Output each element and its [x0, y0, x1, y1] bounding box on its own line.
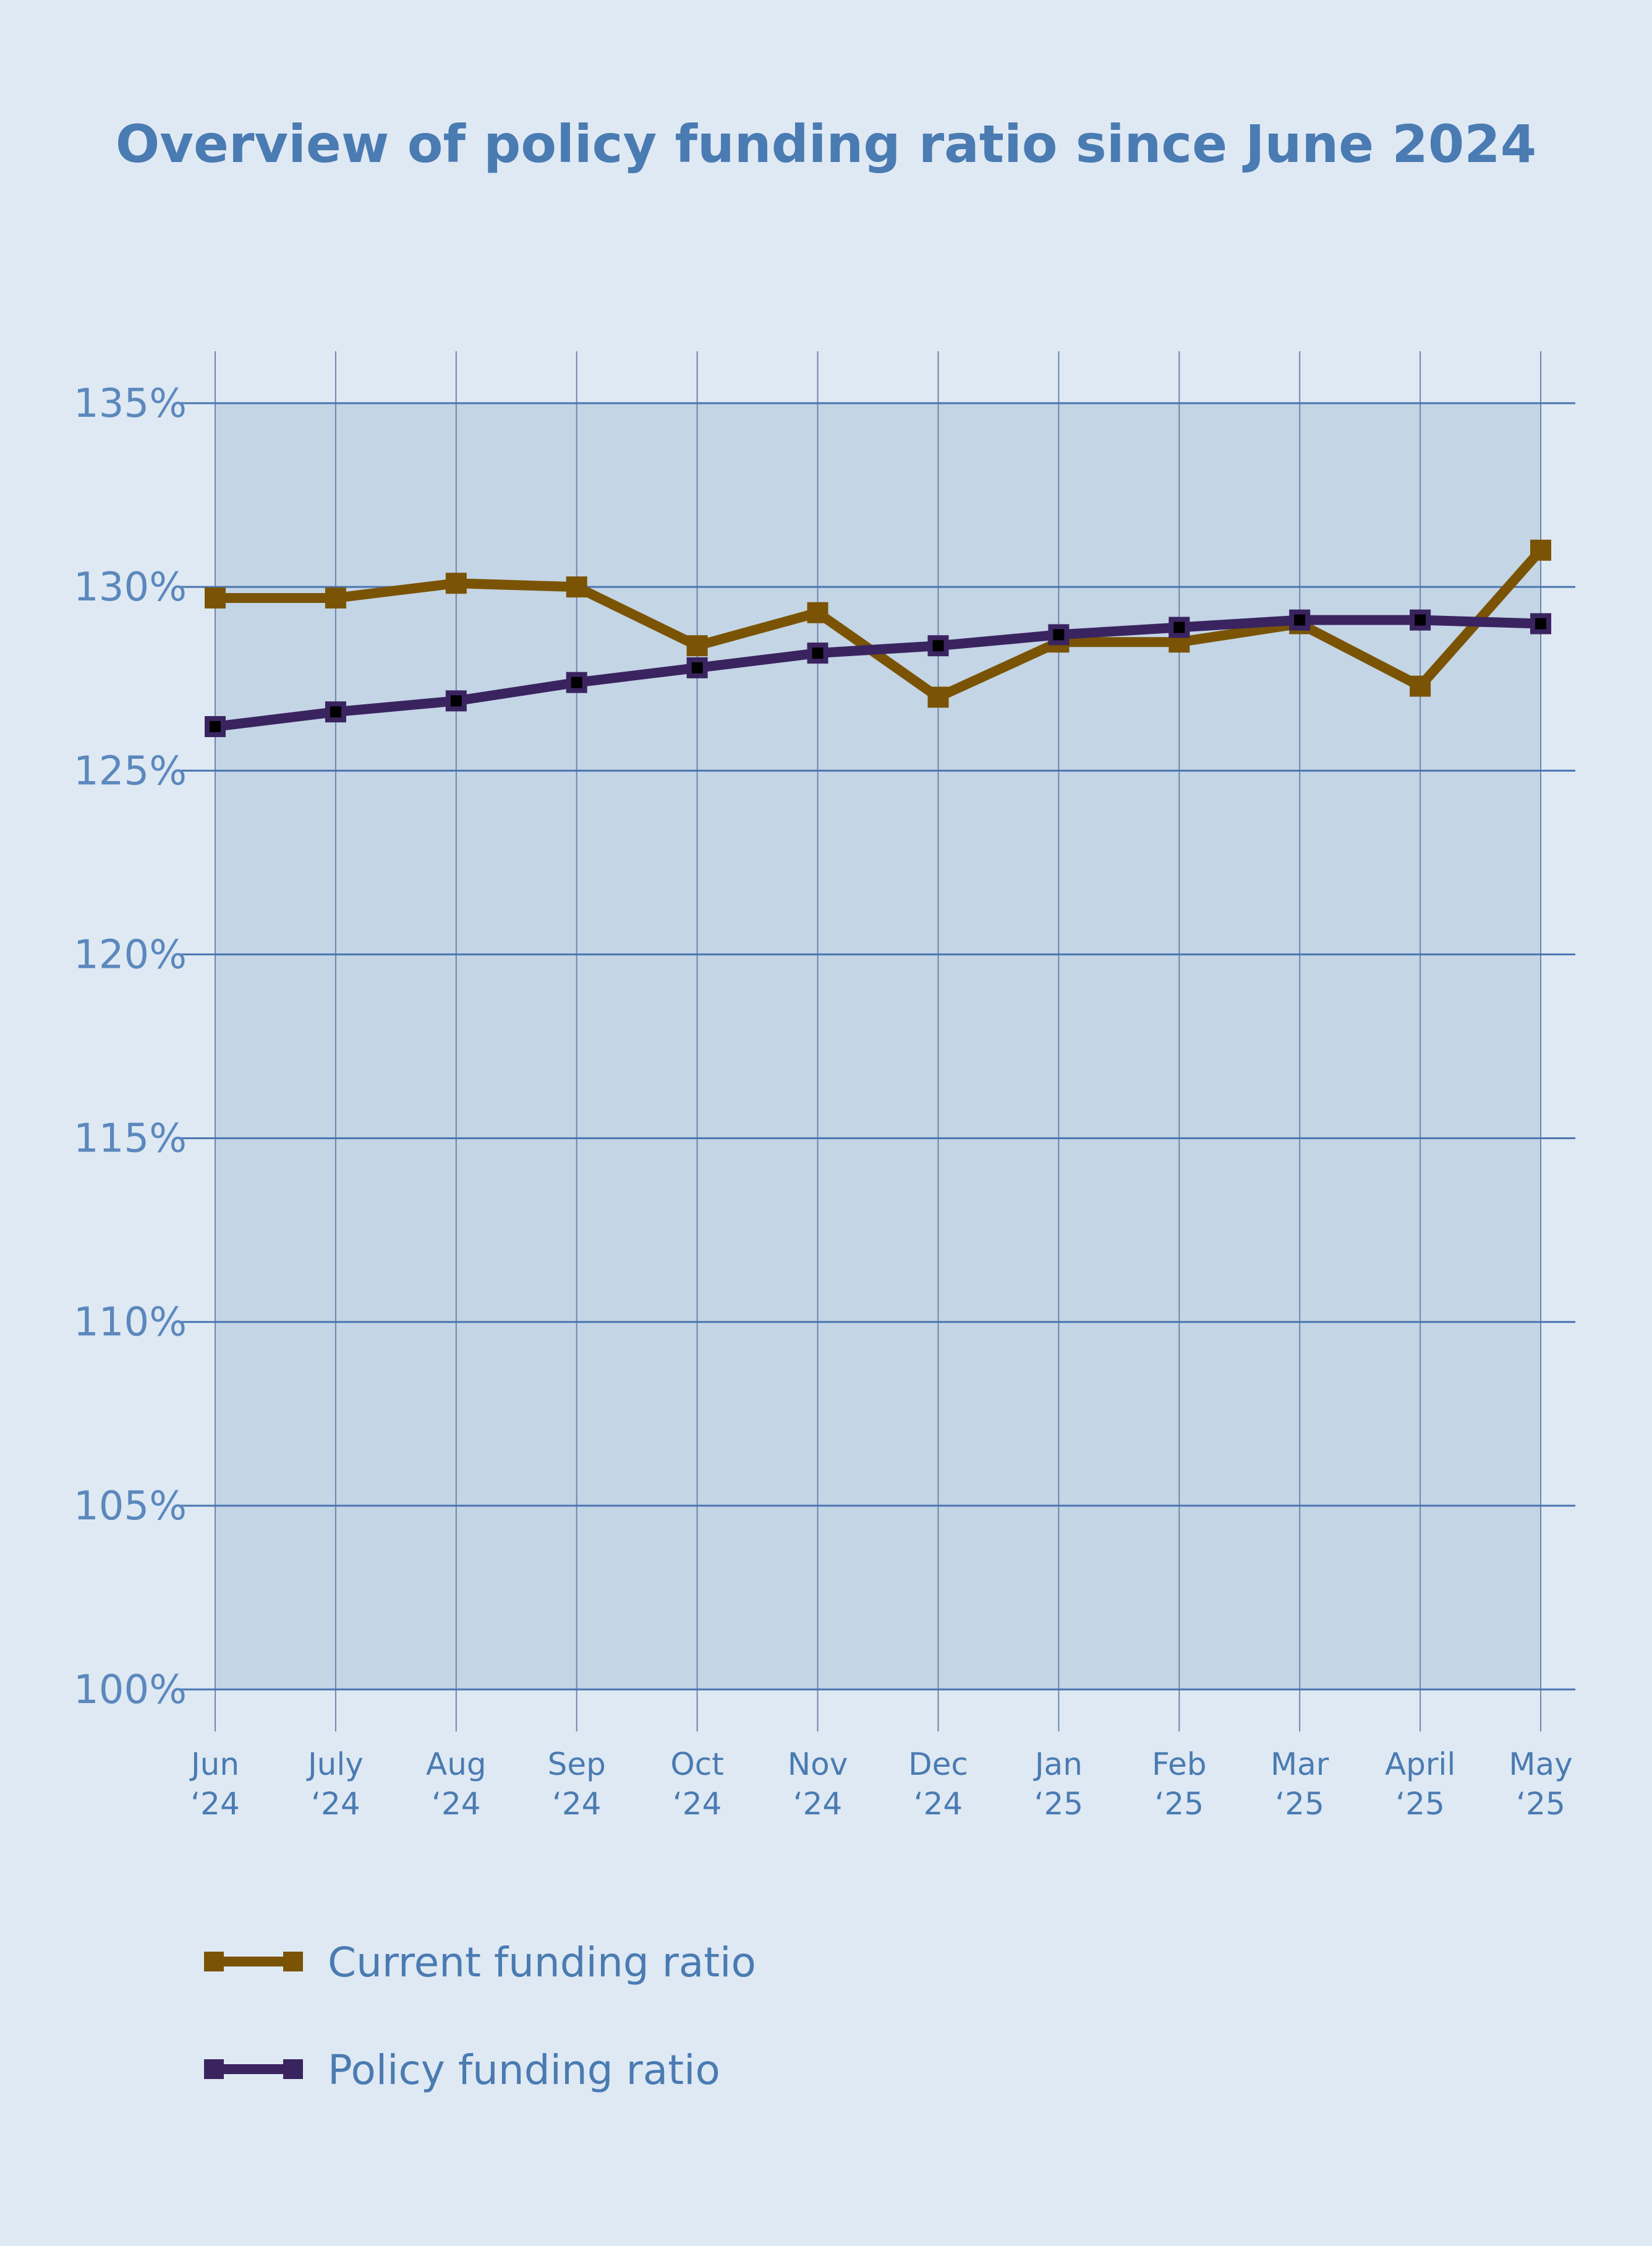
legend-label: Current funding ratio [328, 1939, 756, 1986]
x-tick-label: Sep ‘24 [548, 1746, 606, 1822]
x-tick-year: ‘25 [1395, 1786, 1445, 1822]
x-tick-month: Feb [1152, 1746, 1207, 1782]
x-tick-label: Jan ‘25 [1033, 1746, 1083, 1822]
y-tick-label: 125% [74, 748, 187, 794]
x-tick-year: ‘24 [793, 1786, 843, 1822]
x-tick-year: ‘24 [552, 1786, 602, 1822]
data-point [927, 686, 949, 708]
plot-area [215, 403, 1541, 1689]
x-tick-label: Nov ‘24 [788, 1746, 848, 1822]
series-layer [205, 539, 1551, 737]
x-tick-year: ‘24 [311, 1786, 360, 1822]
data-point [927, 635, 949, 657]
y-tick-label: 130% [74, 565, 187, 610]
x-tick-month: Nov [788, 1746, 848, 1782]
x-tick-label: Feb ‘25 [1152, 1746, 1207, 1822]
data-point [205, 715, 226, 737]
x-tick-label: Jun ‘24 [189, 1746, 240, 1822]
series-policy-funding-ratio [205, 609, 1551, 737]
grid [179, 351, 1575, 1731]
series-line [210, 615, 1546, 732]
x-tick-label: July ‘24 [306, 1746, 364, 1822]
x-axis-ticks: Jun‘24July‘24Aug‘24Sep‘24Oct‘24Nov‘24Dec… [189, 1746, 1573, 1822]
legend: Current funding ratio Policy funding rati… [204, 1939, 756, 2094]
data-point [1410, 609, 1431, 631]
x-tick-month: Jun [189, 1746, 239, 1782]
x-tick-year: ‘24 [914, 1786, 963, 1822]
data-point [445, 690, 467, 712]
legend-item: Current funding ratio [204, 1939, 756, 1986]
data-point [205, 587, 226, 608]
x-tick-month: Jan [1033, 1746, 1083, 1782]
legend-swatch-marker [204, 1952, 224, 1971]
y-tick-label: 120% [74, 932, 187, 978]
x-tick-year: ‘25 [1516, 1786, 1565, 1822]
x-tick-label: Oct ‘24 [670, 1746, 723, 1822]
x-tick-year: ‘24 [673, 1786, 722, 1822]
data-point [325, 587, 346, 608]
data-point [566, 672, 587, 693]
legend-swatch-marker [204, 2059, 224, 2079]
x-tick-month: April [1385, 1746, 1455, 1782]
data-point [1169, 617, 1190, 638]
legend-item: Policy funding ratio [204, 2046, 720, 2094]
data-point [445, 573, 467, 594]
data-point [807, 602, 828, 623]
x-tick-year: ‘24 [190, 1786, 240, 1822]
x-tick-month: Dec [908, 1746, 968, 1782]
x-tick-year: ‘25 [1275, 1786, 1324, 1822]
legend-swatch-marker [283, 1952, 303, 1971]
data-point [686, 635, 708, 657]
x-tick-month: Sep [548, 1746, 606, 1782]
data-point [566, 576, 587, 598]
y-axis-ticks: 100% 105% 110% 115% 120% 125% 130% 135% [74, 381, 187, 1713]
legend-label: Policy funding ratio [328, 2046, 720, 2094]
x-tick-month: July [306, 1746, 364, 1782]
y-tick-label: 100% [74, 1667, 187, 1713]
data-point [1530, 539, 1551, 561]
y-tick-label: 115% [74, 1116, 187, 1162]
data-point [325, 701, 346, 723]
x-tick-month: Aug [426, 1746, 487, 1782]
data-point [807, 643, 828, 664]
x-tick-month: Mar [1271, 1746, 1329, 1782]
x-tick-label: May ‘25 [1509, 1746, 1572, 1822]
y-tick-label: 105% [74, 1484, 187, 1529]
legend-swatch-marker [283, 2059, 303, 2079]
data-point [1530, 613, 1551, 634]
x-tick-month: Oct [670, 1746, 723, 1782]
chart-title: Overview of policy funding ratio since J… [116, 114, 1536, 174]
x-tick-year: ‘25 [1155, 1786, 1204, 1822]
data-point [1048, 624, 1070, 646]
x-tick-label: April ‘25 [1385, 1746, 1455, 1822]
x-tick-month: May [1509, 1746, 1572, 1782]
y-tick-label: 135% [74, 381, 187, 427]
x-tick-label: Dec ‘24 [908, 1746, 968, 1822]
data-point [1289, 609, 1311, 631]
x-tick-year: ‘24 [432, 1786, 481, 1822]
data-point [686, 657, 708, 678]
x-tick-year: ‘25 [1034, 1786, 1084, 1822]
x-tick-label: Mar ‘25 [1271, 1746, 1329, 1822]
series-line [210, 545, 1546, 702]
x-tick-label: Aug ‘24 [426, 1746, 487, 1822]
y-tick-label: 110% [74, 1300, 187, 1346]
data-point [1410, 675, 1431, 697]
